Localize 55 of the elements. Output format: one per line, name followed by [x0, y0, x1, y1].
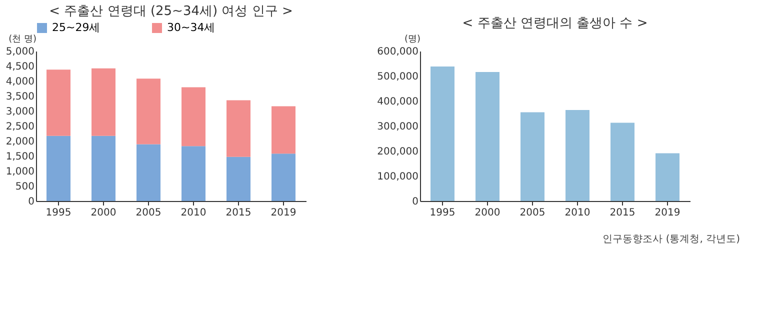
- y-axis-title: (명): [404, 34, 420, 44]
- y-tick-label: 4,500: [6, 62, 34, 72]
- y-tick-label: 0: [28, 196, 34, 208]
- legend-label: 25~29세: [52, 21, 100, 34]
- y-tick-label: 1,000: [6, 166, 34, 178]
- chart-title: < 주출산 연령대의 출생아 수 >: [462, 16, 648, 31]
- bar: [476, 72, 500, 201]
- bar: [656, 153, 680, 201]
- y-tick-label: 200,000: [377, 146, 418, 158]
- bar: [566, 110, 590, 201]
- bar: [272, 106, 296, 154]
- bar: [136, 78, 160, 144]
- x-tick-label: 2019: [654, 208, 680, 218]
- bar: [610, 122, 634, 201]
- y-tick-label: 300,000: [377, 122, 418, 132]
- y-tick-label: 3,500: [6, 92, 34, 102]
- bar: [182, 146, 206, 201]
- bar: [520, 112, 544, 201]
- bar: [182, 87, 206, 146]
- x-tick-label: 2019: [270, 208, 296, 218]
- y-tick-label: 1,500: [6, 152, 34, 162]
- bar: [272, 154, 296, 201]
- y-tick-label: 3,000: [6, 106, 34, 118]
- y-axis-title: (천 명): [8, 34, 36, 44]
- x-tick-label: 2015: [226, 208, 252, 218]
- bar: [92, 68, 116, 136]
- bar: [92, 136, 116, 201]
- bar: [226, 100, 250, 157]
- y-tick-label: 2,500: [6, 122, 34, 132]
- y-tick-label: 2,000: [6, 136, 34, 148]
- y-tick-label: 4,000: [6, 76, 34, 88]
- y-tick-label: 0: [412, 196, 418, 208]
- y-tick-label: 5,000: [6, 46, 34, 58]
- chart-title: < 주출산 연령대 (25~34세) 여성 인구 >: [49, 4, 293, 19]
- x-tick-label: 1995: [46, 208, 72, 218]
- y-tick-label: 600,000: [377, 46, 418, 58]
- y-tick-label: 500: [15, 182, 34, 192]
- bar: [430, 66, 454, 201]
- bar: [46, 136, 70, 201]
- bar: [226, 156, 250, 201]
- y-tick-label: 500,000: [377, 72, 418, 82]
- text: 인구동향조사 (통계청, 각년도): [602, 234, 740, 245]
- x-tick-label: 2015: [610, 208, 636, 218]
- x-tick-label: 2000: [474, 208, 500, 218]
- x-tick-label: 1995: [430, 208, 456, 218]
- legend-label: 30~34세: [167, 21, 216, 34]
- x-tick-label: 2005: [520, 208, 546, 218]
- x-tick-label: 2000: [90, 208, 116, 218]
- bar: [136, 144, 160, 201]
- bar: [46, 70, 70, 136]
- y-tick-label: 100,000: [377, 172, 418, 182]
- x-tick-label: 2010: [180, 208, 206, 218]
- x-tick-label: 2005: [136, 208, 162, 218]
- x-tick-label: 2010: [564, 208, 590, 218]
- y-tick-label: 400,000: [377, 96, 418, 108]
